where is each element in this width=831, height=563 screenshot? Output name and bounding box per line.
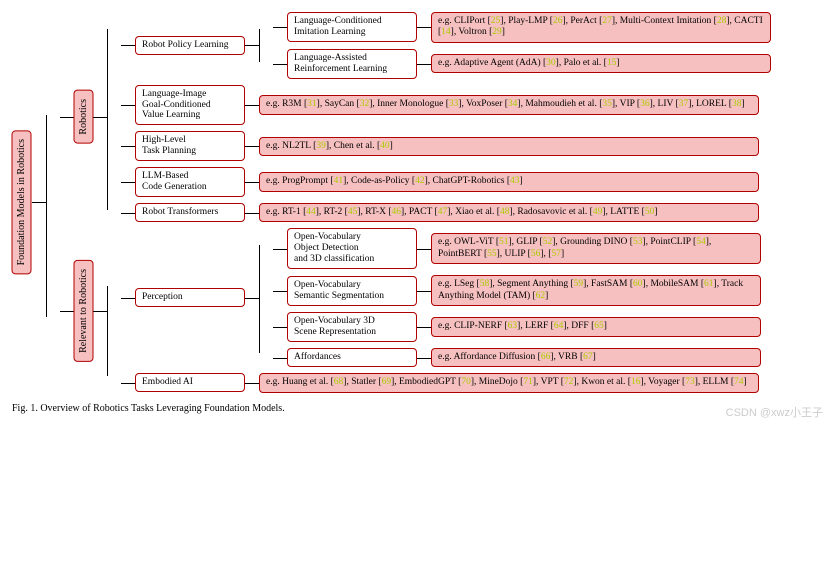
watermark: CSDN @xwz小王子 (726, 404, 823, 420)
leaf-3d-scene: e.g. CLIP-NERF [63], LERF [64], DFF [65] (431, 317, 761, 336)
node-affordances: Affordances (287, 348, 417, 367)
connector (32, 12, 46, 393)
node-code-gen: LLM-BasedCode Generation (135, 167, 245, 197)
root-node: Foundation Models in Robotics (12, 130, 32, 274)
node-obj-det: Open-VocabularyObject Detectionand 3D cl… (287, 228, 417, 269)
branch-relevant: Relevant to Robotics Perception (60, 228, 772, 392)
leaf-rl: e.g. Adaptive Agent (AdA) [30], Palo et … (431, 54, 771, 73)
node-rl: Language-AssistedReinforcement Learning (287, 49, 417, 79)
tree-diagram: Foundation Models in Robotics Robotics R (12, 12, 819, 393)
node-policy-learning: Robot Policy Learning (135, 36, 245, 55)
level1-group: Robotics Robot Policy Learning (46, 12, 772, 393)
leaf-embodied: e.g. Huang et al. [68], Statler [69], Em… (259, 373, 759, 392)
node-value-learning: Language-ImageGoal-ConditionedValue Lear… (135, 85, 245, 126)
row-task-planning: High-LevelTask Planning e.g. NL2TL [39],… (121, 131, 771, 161)
node-3d-scene: Open-Vocabulary 3DScene Representation (287, 312, 417, 342)
leaf-affordances: e.g. Affordance Diffusion [66], VRB [67] (431, 348, 761, 367)
leaf-sem-seg: e.g. LSeg [58], Segment Anything [59], F… (431, 275, 761, 306)
leaf-imitation: e.g. CLIPort [25], Play-LMP [26], PerAct… (431, 12, 771, 43)
node-perception: Perception (135, 288, 245, 307)
leaf-task-planning: e.g. NL2TL [39], Chen et al. [40] (259, 137, 759, 156)
figure-caption: Fig. 1. Overview of Robotics Tasks Lever… (12, 403, 819, 414)
row-policy-learning: Robot Policy Learning Language-Condition… (121, 12, 771, 79)
node-transformers: Robot Transformers (135, 203, 245, 222)
node-embodied: Embodied AI (135, 373, 245, 392)
node-imitation: Language-ConditionedImitation Learning (287, 12, 417, 42)
row-code-gen: LLM-BasedCode Generation e.g. ProgPrompt… (121, 167, 771, 197)
leaf-code-gen: e.g. ProgPrompt [41], Code-as-Policy [42… (259, 172, 759, 191)
node-task-planning: High-LevelTask Planning (135, 131, 245, 161)
branch-robotics: Robotics Robot Policy Learning (60, 12, 772, 222)
leaf-transformers: e.g. RT-1 [44], RT-2 [45], RT-X [46], PA… (259, 203, 759, 222)
leaf-obj-det: e.g. OWL-ViT [51], GLIP [52], Grounding … (431, 233, 761, 264)
leaf-value-learning: e.g. R3M [31], SayCan [32], Inner Monolo… (259, 95, 759, 114)
row-transformers: Robot Transformers e.g. RT-1 [44], RT-2 … (121, 203, 771, 222)
row-embodied: Embodied AI e.g. Huang et al. [68], Stat… (121, 373, 761, 392)
node-robotics: Robotics (74, 90, 94, 144)
node-sem-seg: Open-VocabularySemantic Segmentation (287, 276, 417, 306)
node-relevant: Relevant to Robotics (74, 260, 94, 362)
bracket (46, 12, 60, 393)
row-perception: Perception Open-VocabularyObject Detecti… (121, 228, 761, 367)
row-value-learning: Language-ImageGoal-ConditionedValue Lear… (121, 85, 771, 126)
